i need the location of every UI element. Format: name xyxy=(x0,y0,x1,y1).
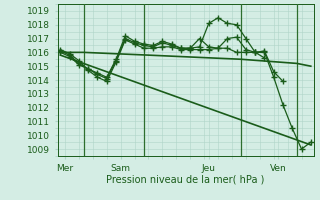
X-axis label: Pression niveau de la mer( hPa ): Pression niveau de la mer( hPa ) xyxy=(107,174,265,184)
